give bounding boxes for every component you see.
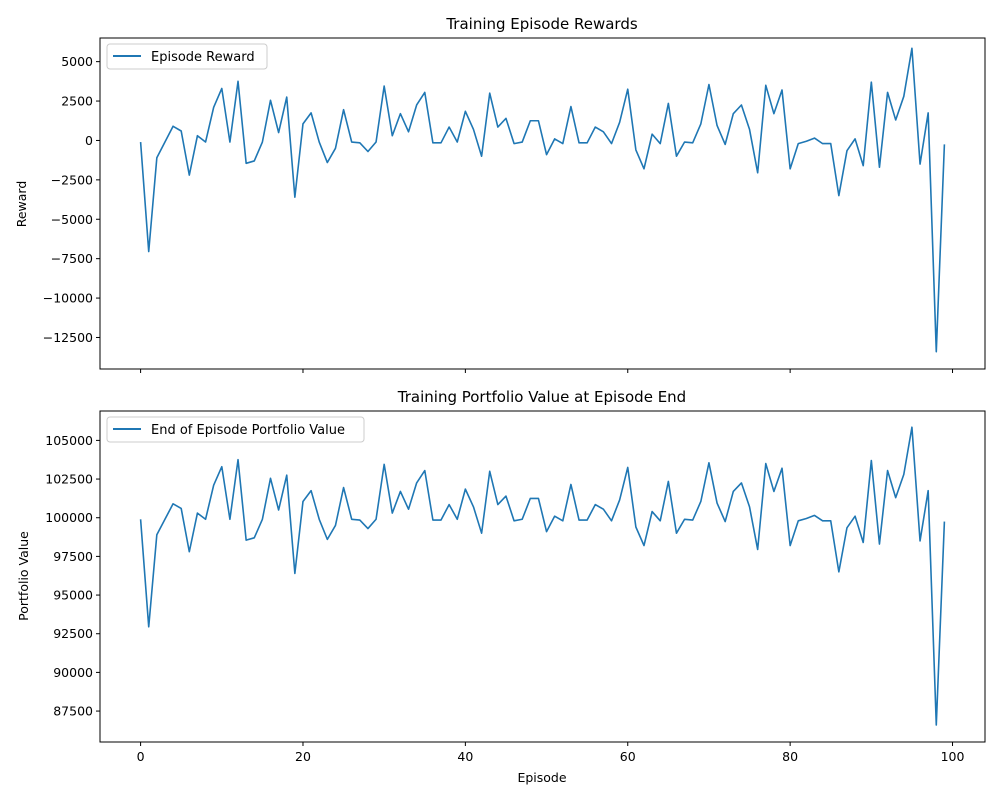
- rewards-legend: Episode Reward: [106, 43, 268, 70]
- portfolio-y-tick-label: 95000: [53, 588, 93, 603]
- rewards-y-axis-label: Reward: [14, 181, 29, 228]
- rewards-y-tick-label: −7500: [51, 251, 93, 266]
- portfolio-axes-frame: [99, 410, 986, 743]
- rewards-legend-label: Episode Reward: [151, 50, 255, 65]
- portfolio-ticks: 0 20 40 60 80 100 87500 90000 92500 95000 97500 100…: [45, 433, 964, 764]
- portfolio-x-tick-label: 20: [295, 749, 311, 764]
- portfolio-panel: Training Portfolio Value at Episode End …: [16, 388, 986, 785]
- portfolio-legend-label: End of Episode Portfolio Value: [151, 423, 345, 438]
- portfolio-y-tick-label: 105000: [45, 433, 93, 448]
- rewards-legend-box: [106, 43, 268, 70]
- rewards-y-tick-label: −2500: [51, 172, 93, 187]
- rewards-panel: Training Episode Rewards Reward −12500−1…: [14, 15, 986, 373]
- rewards-y-tick-label: −5000: [51, 212, 93, 227]
- portfolio-x-axis-label: Episode: [517, 770, 566, 785]
- rewards-y-tick-label: 2500: [61, 94, 93, 109]
- portfolio-y-tick-label: 90000: [53, 665, 93, 680]
- rewards-y-tick-label: −12500: [43, 330, 93, 345]
- portfolio-y-axis-label: Portfolio Value: [16, 531, 31, 621]
- portfolio-x-tick-label: 100: [941, 749, 965, 764]
- rewards-chart-title: Training Episode Rewards: [445, 15, 637, 33]
- rewards-y-tick-label: 0: [85, 133, 93, 148]
- portfolio-legend: End of Episode Portfolio Value: [106, 416, 365, 443]
- rewards-y-tick-label: −10000: [43, 291, 93, 306]
- rewards-ticks: −12500 −10000 −7500 −5000 −2500 0 2500 5000: [43, 54, 954, 373]
- portfolio-chart-title: Training Portfolio Value at Episode End: [397, 388, 686, 406]
- portfolio-x-tick-label: 40: [457, 749, 473, 764]
- portfolio-y-tick-label: 100000: [45, 510, 93, 525]
- portfolio-y-tick-label: 102500: [45, 472, 93, 487]
- portfolio-x-tick-label: 0: [137, 749, 145, 764]
- portfolio-plot: [139, 426, 946, 726]
- portfolio-y-tick-label: 97500: [53, 549, 93, 564]
- portfolio-y-tick-label: 92500: [53, 626, 93, 641]
- rewards-y-tick-label: 5000: [61, 54, 93, 69]
- portfolio-x-tick-label: 60: [620, 749, 636, 764]
- rewards-axes-frame: [99, 37, 986, 370]
- rewards-series-line: [139, 47, 946, 353]
- rewards-plot: [139, 47, 946, 353]
- portfolio-series-line: [139, 426, 946, 726]
- portfolio-x-tick-label: 80: [782, 749, 798, 764]
- portfolio-legend-box: [106, 416, 365, 443]
- portfolio-y-tick-label: 87500: [53, 704, 93, 719]
